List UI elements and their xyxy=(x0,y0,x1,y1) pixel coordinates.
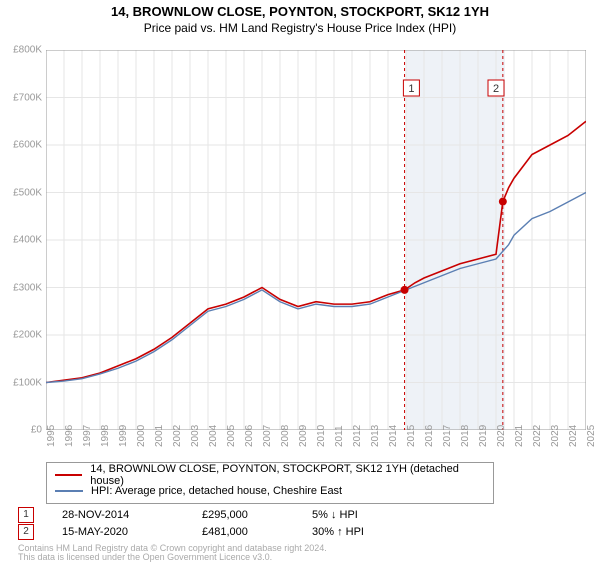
x-tick-label: 2004 xyxy=(208,425,219,447)
y-tick-label: £600K xyxy=(0,140,42,151)
x-tick-label: 2024 xyxy=(568,425,579,447)
x-tick-label: 2023 xyxy=(550,425,561,447)
x-tick-label: 2020 xyxy=(496,425,507,447)
x-tick-label: 2011 xyxy=(334,425,345,447)
chart-svg: 12 xyxy=(46,50,586,430)
transaction-row: 2 15-MAY-2020£481,00030% ↑ HPI xyxy=(18,523,432,540)
x-tick-label: 2000 xyxy=(136,425,147,447)
x-tick-label: 2015 xyxy=(406,425,417,447)
y-tick-label: £400K xyxy=(0,235,42,246)
transaction-delta: 5% ↓ HPI xyxy=(312,509,432,521)
svg-text:1: 1 xyxy=(408,83,414,95)
transaction-price: £295,000 xyxy=(202,509,312,521)
footer-line-2: This data is licensed under the Open Gov… xyxy=(18,553,327,562)
transaction-delta: 30% ↑ HPI xyxy=(312,526,432,538)
x-tick-label: 2022 xyxy=(532,425,543,447)
legend-item: 14, BROWNLOW CLOSE, POYNTON, STOCKPORT, … xyxy=(55,467,485,483)
y-tick-label: £200K xyxy=(0,330,42,341)
x-tick-label: 1996 xyxy=(64,425,75,447)
legend-label: 14, BROWNLOW CLOSE, POYNTON, STOCKPORT, … xyxy=(90,463,485,487)
x-tick-label: 2001 xyxy=(154,425,165,447)
x-tick-label: 2010 xyxy=(316,425,327,447)
x-tick-label: 2014 xyxy=(388,425,399,447)
x-tick-label: 2025 xyxy=(586,425,597,447)
x-tick-label: 2012 xyxy=(352,425,363,447)
x-tick-label: 2008 xyxy=(280,425,291,447)
x-tick-label: 1998 xyxy=(100,425,111,447)
x-tick-label: 2018 xyxy=(460,425,471,447)
chart: 12 £0£100K£200K£300K£400K£500K£600K£700K… xyxy=(46,50,586,430)
x-tick-label: 2005 xyxy=(226,425,237,447)
transaction-date: 28-NOV-2014 xyxy=(62,509,202,521)
legend: 14, BROWNLOW CLOSE, POYNTON, STOCKPORT, … xyxy=(46,462,494,504)
y-tick-label: £0 xyxy=(0,425,42,436)
y-tick-label: £300K xyxy=(0,282,42,293)
y-tick-label: £100K xyxy=(0,377,42,388)
x-tick-label: 2021 xyxy=(514,425,525,447)
transaction-price: £481,000 xyxy=(202,526,312,538)
y-tick-label: £500K xyxy=(0,187,42,198)
x-tick-label: 2002 xyxy=(172,425,183,447)
svg-text:2: 2 xyxy=(493,83,499,95)
x-tick-label: 1995 xyxy=(46,425,57,447)
x-tick-label: 1999 xyxy=(118,425,129,447)
footer: Contains HM Land Registry data © Crown c… xyxy=(18,544,327,563)
transaction-marker: 2 xyxy=(18,524,34,540)
transaction-date: 15-MAY-2020 xyxy=(62,526,202,538)
transaction-marker: 1 xyxy=(18,507,34,523)
x-tick-label: 2007 xyxy=(262,425,273,447)
x-tick-label: 2006 xyxy=(244,425,255,447)
x-tick-label: 2017 xyxy=(442,425,453,447)
page-title: 14, BROWNLOW CLOSE, POYNTON, STOCKPORT, … xyxy=(0,4,600,19)
legend-swatch xyxy=(55,490,83,492)
x-tick-label: 2013 xyxy=(370,425,381,447)
x-tick-label: 2003 xyxy=(190,425,201,447)
transaction-row: 1 28-NOV-2014£295,0005% ↓ HPI xyxy=(18,506,432,523)
x-tick-label: 2019 xyxy=(478,425,489,447)
y-tick-label: £700K xyxy=(0,92,42,103)
transaction-table: 1 28-NOV-2014£295,0005% ↓ HPI 2 15-MAY-2020… xyxy=(18,506,432,540)
legend-label: HPI: Average price, detached house, Ches… xyxy=(91,485,342,497)
x-tick-label: 2016 xyxy=(424,425,435,447)
x-tick-label: 2009 xyxy=(298,425,309,447)
x-tick-label: 1997 xyxy=(82,425,93,447)
page-subtitle: Price paid vs. HM Land Registry's House … xyxy=(0,21,600,35)
y-tick-label: £800K xyxy=(0,45,42,56)
legend-swatch xyxy=(55,474,82,476)
